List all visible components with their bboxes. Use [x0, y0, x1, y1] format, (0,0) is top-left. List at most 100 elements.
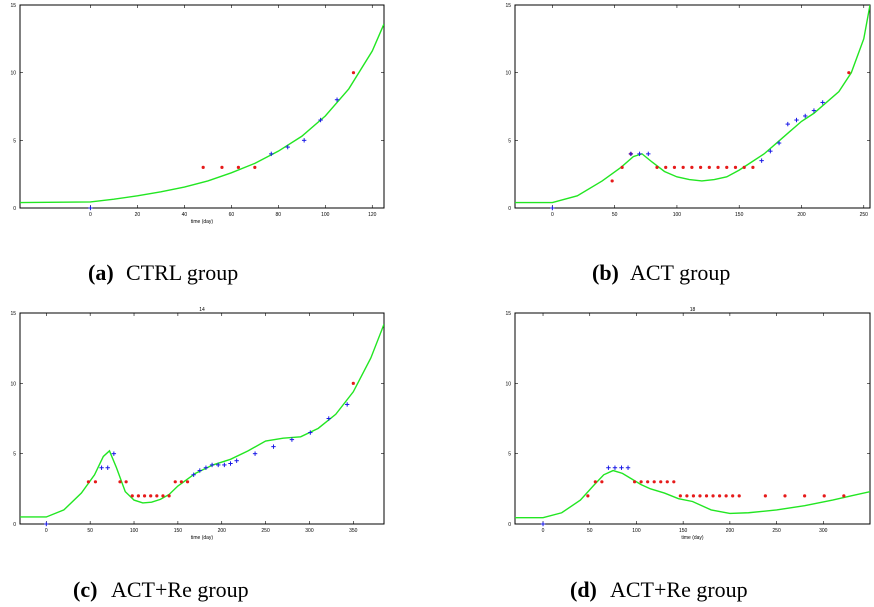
red-data-point-a: [236, 165, 240, 169]
blue-data-point-b: [628, 151, 634, 157]
blue-data-point-c: [197, 468, 203, 473]
blue-data-point-c: [222, 462, 227, 468]
red-data-point-d: [724, 494, 728, 498]
blue-data-point-b: [776, 140, 782, 146]
y-tick-label-c: 15: [10, 311, 16, 317]
blue-data-point-a: [88, 205, 93, 211]
x-axis-label-c: time (day): [191, 535, 214, 541]
x-tick-label-b: 200: [797, 212, 806, 218]
red-data-point-b: [664, 165, 668, 169]
red-data-point-d: [632, 480, 637, 484]
y-tick-label-b: 15: [505, 3, 511, 9]
red-data-point-d: [803, 494, 807, 498]
caption-label-a: (a): [88, 260, 114, 285]
red-data-point-d: [731, 494, 735, 498]
x-tick-label-d: 100: [632, 528, 641, 534]
caption-label-c: (c): [73, 577, 97, 602]
y-tick-label-a: 5: [13, 138, 16, 144]
blue-data-point-c: [308, 430, 313, 435]
blue-data-point-b: [785, 121, 790, 127]
y-tick-label-d: 5: [508, 452, 511, 458]
x-tick-label-c: 200: [218, 528, 227, 534]
blue-data-point-c: [203, 465, 209, 470]
x-tick-label-b: 50: [612, 212, 618, 218]
blue-data-point-b: [637, 151, 642, 157]
model-curve-b: [515, 5, 870, 204]
x-tick-label-a: 40: [182, 212, 188, 218]
x-tick-label-d: 300: [819, 528, 828, 534]
blue-data-point-c: [111, 451, 117, 456]
x-tick-label-c: 0: [45, 528, 48, 534]
x-tick-label-d: 250: [772, 528, 781, 534]
x-tick-label-a: 120: [368, 212, 377, 218]
blue-data-point-b: [759, 158, 764, 163]
x-tick-label-d: 150: [679, 528, 688, 534]
blue-data-point-a: [301, 138, 307, 143]
model-curve-a: [20, 23, 384, 204]
plot-frame-b: [514, 4, 871, 209]
red-data-point-d: [737, 494, 741, 498]
blue-data-point-d: [625, 465, 631, 470]
x-tick-label-b: 100: [673, 212, 682, 218]
x-tick-label-c: 100: [130, 528, 139, 534]
red-data-point-c: [118, 480, 122, 484]
blue-data-point-d: [619, 465, 624, 470]
y-tick-label-b: 0: [508, 206, 511, 212]
x-tick-label-a: 0: [89, 212, 92, 218]
red-data-point-c: [351, 381, 355, 385]
x-tick-label-d: 200: [726, 528, 735, 534]
red-data-point-c: [130, 494, 134, 498]
red-data-point-d: [783, 494, 787, 498]
red-data-point-d: [652, 480, 656, 484]
blue-data-point-b: [646, 151, 651, 157]
x-axis-label-a: time (day): [191, 219, 214, 225]
blue-data-point-c: [209, 462, 215, 468]
red-data-point-b: [725, 165, 729, 169]
red-data-point-d: [593, 480, 597, 484]
panel-title-d: 18: [690, 307, 696, 313]
x-tick-label-d: 50: [587, 528, 593, 534]
red-data-point-c: [142, 494, 147, 498]
x-tick-label-a: 20: [135, 212, 141, 218]
panel-title-c: 14: [199, 307, 205, 313]
red-data-point-d: [685, 494, 689, 498]
panel-d: 0 50 100 150 200 250 300 0 5 10 15 time (day) 18: [505, 307, 871, 541]
red-data-point-b: [655, 165, 659, 169]
blue-data-point-c: [105, 465, 110, 470]
red-data-point-c: [93, 480, 98, 484]
blue-data-point-c: [228, 461, 233, 466]
blue-data-point-a: [318, 117, 323, 123]
red-data-point-c: [124, 480, 128, 484]
red-data-point-b: [698, 165, 703, 169]
red-data-point-d: [842, 494, 846, 498]
y-tick-label-c: 5: [13, 452, 16, 458]
red-data-point-b: [690, 165, 694, 169]
red-data-point-d: [704, 494, 709, 498]
x-tick-label-c: 150: [174, 528, 183, 534]
blue-data-point-b: [550, 205, 555, 211]
red-data-point-d: [672, 480, 676, 484]
caption-a: CTRL group: [126, 260, 238, 285]
y-tick-label-a: 10: [10, 71, 16, 77]
y-tick-label-d: 10: [505, 381, 511, 387]
blue-data-point-c: [289, 437, 295, 442]
x-tick-label-c: 50: [87, 528, 93, 534]
blue-data-point-c: [216, 462, 221, 468]
panel-b: 0 50 100 150 200 250 0 5 10 15: [505, 3, 871, 218]
blue-data-point-c: [191, 472, 196, 477]
y-tick-label-b: 10: [505, 71, 511, 77]
red-data-point-b: [610, 179, 614, 183]
red-data-point-d: [763, 494, 767, 498]
blue-data-point-c: [44, 521, 49, 527]
red-data-point-c: [173, 480, 177, 484]
red-data-point-c: [185, 480, 190, 484]
blue-data-point-c: [252, 451, 258, 456]
blue-data-point-a: [269, 151, 274, 157]
red-data-point-b: [751, 165, 755, 169]
red-data-point-a: [253, 165, 257, 169]
red-data-point-d: [646, 480, 650, 484]
x-axis-label-d: time (day): [681, 535, 704, 541]
blue-data-point-b: [811, 108, 817, 113]
x-tick-label-d: 0: [542, 528, 545, 534]
